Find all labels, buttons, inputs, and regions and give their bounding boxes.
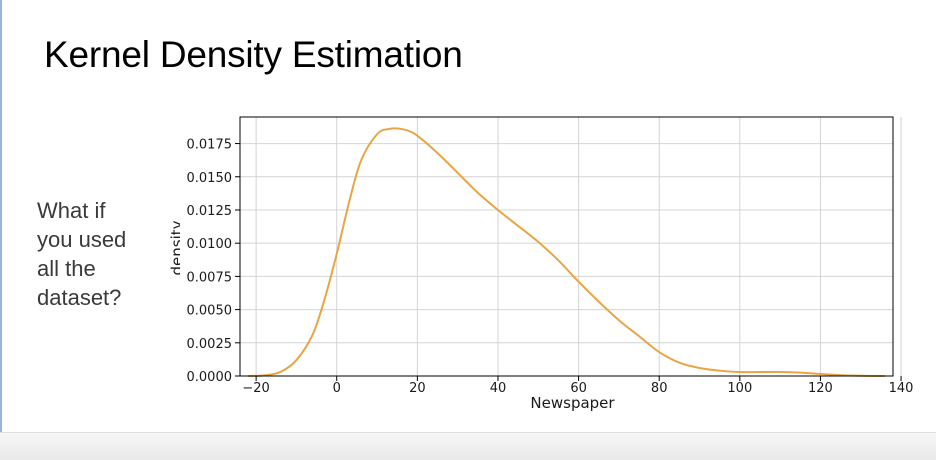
x-tick-label: 60 [570, 381, 587, 396]
side-note-line: What if [37, 198, 106, 223]
slide-title: Kernel Density Estimation [44, 34, 463, 75]
y-tick-label: 0.0050 [187, 304, 233, 319]
slide-left-edge [0, 0, 2, 432]
x-tick-label: 20 [409, 381, 426, 396]
kde-chart: −20 0 20 40 60 80 100 120 140 0.0000 0.0025 0.0050 0… [168, 116, 914, 412]
x-tick-label: 140 [889, 381, 914, 396]
kde-density-curve [248, 127, 885, 377]
y-tick-label: 0.0000 [187, 370, 233, 385]
y-tick-label: 0.0175 [187, 138, 233, 153]
side-note-line: you used [37, 227, 127, 252]
x-tick-label: −20 [242, 381, 269, 396]
bottom-bar [0, 432, 936, 460]
side-note-line: all the [37, 256, 96, 281]
y-tick-label: 0.0025 [187, 337, 233, 352]
y-tick-label: 0.0100 [187, 237, 233, 252]
x-tick-label: 0 [333, 381, 341, 396]
plot-frame [239, 116, 894, 377]
x-axis-label: Newspaper [530, 394, 615, 412]
y-axis-label-mask [180, 200, 186, 290]
tick-layer: −20 0 20 40 60 80 100 120 140 0.0000 0.0025 0.0050 0… [187, 138, 914, 396]
x-tick-label: 40 [490, 381, 507, 396]
y-tick-label: 0.0150 [187, 171, 233, 186]
x-tick-label: 80 [651, 381, 668, 396]
x-tick-label: 100 [727, 381, 752, 396]
side-note: What if you used all the dataset? [37, 196, 157, 312]
x-tick-label: 120 [808, 381, 833, 396]
y-tick-label: 0.0075 [187, 270, 233, 285]
side-note-line: dataset? [37, 285, 122, 310]
y-tick-label: 0.0125 [187, 204, 233, 219]
